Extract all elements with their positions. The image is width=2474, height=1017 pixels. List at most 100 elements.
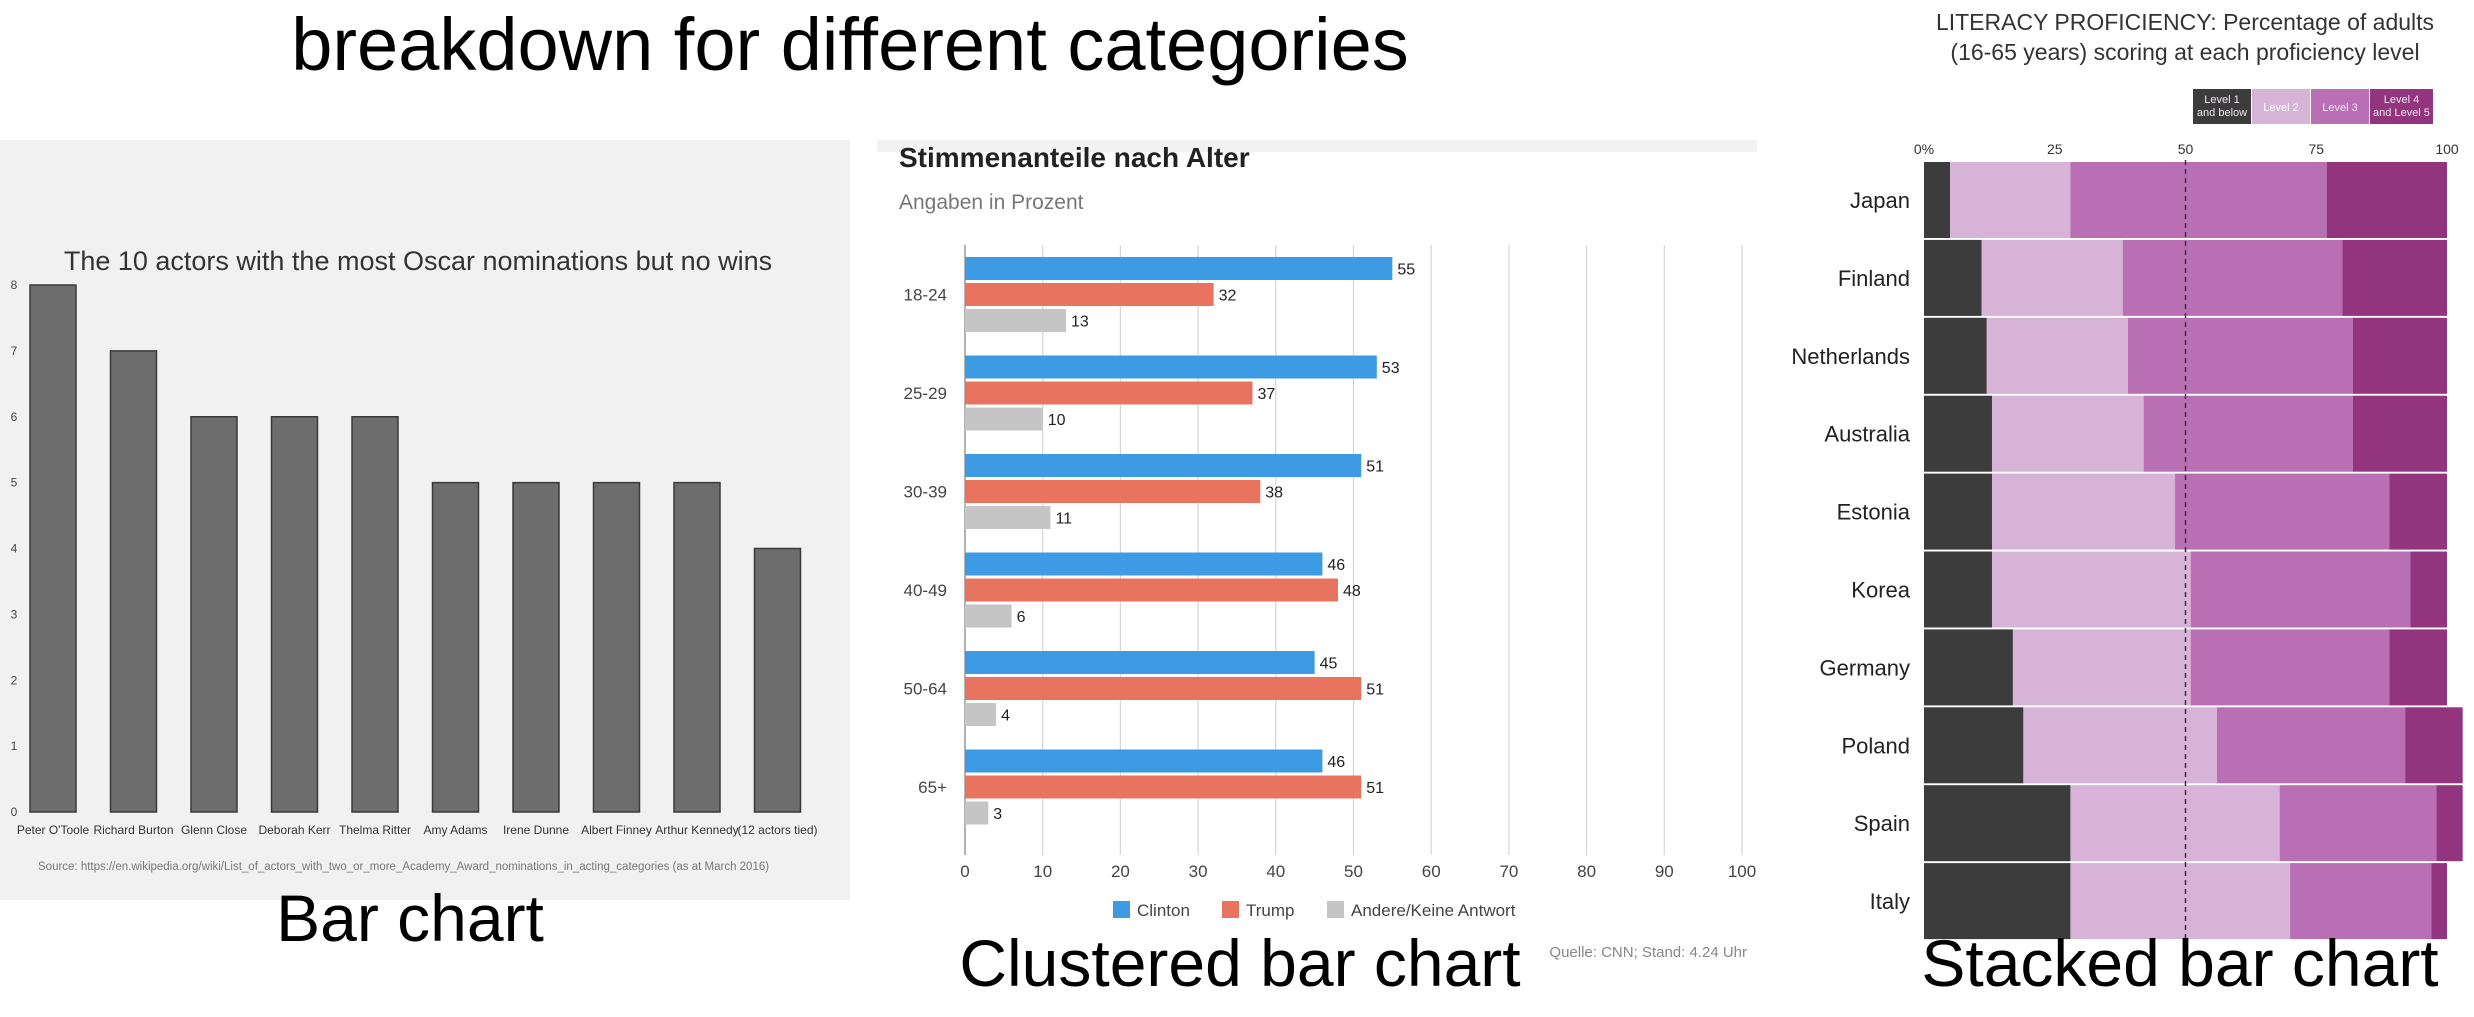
category-label: 65+ bbox=[918, 778, 947, 797]
y-tick-label: 3 bbox=[11, 607, 18, 621]
legend-swatch bbox=[1222, 901, 1239, 918]
age-vote-clustered-chart: Stimmenanteile nach Alter Angaben in Pro… bbox=[877, 140, 1757, 975]
legend-label: and below bbox=[2197, 107, 2247, 119]
x-tick-label: Arthur Kennedy bbox=[655, 823, 738, 837]
chart-title: Stimmenanteile nach Alter bbox=[899, 142, 1250, 173]
category-label: Spain bbox=[1854, 811, 1910, 836]
bar-segment bbox=[1986, 317, 2128, 394]
x-tick-label: 100 bbox=[1728, 862, 1756, 881]
bar-segment bbox=[2070, 785, 2280, 862]
bar bbox=[109, 350, 158, 813]
bar-segment bbox=[1924, 785, 2071, 862]
category-label: Japan bbox=[1850, 188, 1910, 213]
bar-segment bbox=[2352, 395, 2447, 472]
data-label: 55 bbox=[1397, 262, 1415, 279]
bar-segment bbox=[1924, 395, 1992, 472]
y-tick-label: 5 bbox=[11, 476, 18, 490]
bar-segment bbox=[2342, 239, 2447, 316]
bar-segment bbox=[1924, 317, 1987, 394]
bar-segment bbox=[2070, 162, 2327, 238]
data-label: 48 bbox=[1343, 583, 1361, 600]
category-label: 18-24 bbox=[904, 286, 947, 305]
category-label: Finland bbox=[1838, 266, 1910, 291]
data-label: 46 bbox=[1327, 754, 1345, 771]
bar-segment bbox=[2410, 551, 2447, 628]
bar bbox=[29, 284, 77, 813]
bar-segment bbox=[2127, 317, 2353, 394]
bar-segment bbox=[2352, 317, 2447, 394]
x-tick-label: 0% bbox=[1914, 141, 1934, 157]
page-title: breakdown for different categories bbox=[291, 3, 1409, 86]
bar-segment bbox=[2143, 395, 2353, 472]
legend-label: Clinton bbox=[1137, 901, 1190, 920]
x-tick-label: (12 actors tied) bbox=[737, 823, 817, 837]
x-tick-label: Richard Burton bbox=[93, 823, 173, 837]
category-label: 25-29 bbox=[904, 384, 947, 403]
bar bbox=[965, 578, 1338, 602]
bar bbox=[965, 604, 1012, 628]
x-tick-label: 40 bbox=[1266, 862, 1285, 881]
bar-segment bbox=[2279, 785, 2437, 862]
bar-segment bbox=[1924, 863, 2071, 940]
y-tick-label: 4 bbox=[11, 542, 18, 556]
chart-title-line-2: (16-65 years) scoring at each proficienc… bbox=[1950, 39, 2419, 65]
data-label: 51 bbox=[1366, 682, 1384, 699]
legend-swatch bbox=[2370, 89, 2433, 124]
bar-segment bbox=[1924, 162, 1951, 238]
bar bbox=[965, 552, 1323, 576]
legend-swatch bbox=[2193, 89, 2251, 124]
bar-segment bbox=[2431, 863, 2447, 940]
legend-swatch bbox=[2311, 89, 2369, 124]
x-tick-label: Irene Dunne bbox=[503, 823, 569, 837]
legend-label: Trump bbox=[1246, 901, 1295, 920]
caption-clustered-chart: Clustered bar chart bbox=[959, 926, 1521, 1000]
bar-segment bbox=[2190, 629, 2390, 706]
data-label: 38 bbox=[1265, 485, 1283, 502]
category-label: 40-49 bbox=[904, 581, 947, 600]
bar bbox=[965, 506, 1051, 529]
data-label: 4 bbox=[1001, 708, 1010, 725]
legend-label: and Level 5 bbox=[2373, 107, 2430, 119]
bar-segment bbox=[1991, 551, 2191, 628]
bar-segment bbox=[1924, 239, 1982, 316]
y-tick-label: 1 bbox=[11, 739, 18, 753]
bar-segment bbox=[1924, 473, 1992, 550]
data-label: 6 bbox=[1017, 609, 1026, 626]
bar-segment bbox=[2389, 629, 2447, 706]
x-tick-label: 25 bbox=[2047, 141, 2063, 157]
y-tick-label: 0 bbox=[11, 805, 18, 819]
chart-subtitle: Angaben in Prozent bbox=[899, 191, 1084, 214]
bar bbox=[965, 651, 1315, 674]
x-tick-label: 70 bbox=[1499, 862, 1518, 881]
bar bbox=[673, 481, 721, 813]
chart-title: The 10 actors with the most Oscar nomina… bbox=[64, 246, 772, 276]
x-tick-label: 60 bbox=[1422, 862, 1441, 881]
data-label: 37 bbox=[1257, 386, 1275, 403]
data-label: 10 bbox=[1048, 412, 1066, 429]
category-label: Korea bbox=[1851, 578, 1910, 603]
bar bbox=[965, 355, 1377, 379]
legend-swatch bbox=[2252, 89, 2310, 124]
data-label: 45 bbox=[1320, 656, 1338, 673]
x-tick-label: Deborah Kerr bbox=[258, 823, 330, 837]
legend-label: Level 2 bbox=[2263, 102, 2298, 114]
data-label: 46 bbox=[1327, 557, 1345, 574]
bar bbox=[965, 454, 1362, 477]
bar-segment bbox=[2122, 239, 2343, 316]
bar bbox=[190, 416, 238, 813]
category-label: Poland bbox=[1841, 733, 1910, 758]
x-tick-label: 0 bbox=[960, 862, 969, 881]
category-label: Netherlands bbox=[1791, 344, 1910, 369]
literacy-stacked-chart: LITERACY PROFICIENCY: Percentage of adul… bbox=[1780, 0, 2474, 940]
y-tick-label: 7 bbox=[11, 344, 18, 358]
bar bbox=[965, 283, 1214, 306]
y-tick-label: 8 bbox=[11, 278, 18, 292]
bar bbox=[512, 481, 560, 813]
bar-segment bbox=[2326, 162, 2447, 238]
bar-segment bbox=[1924, 707, 2024, 784]
caption-stacked-chart: Stacked bar chart bbox=[1921, 926, 2439, 1000]
bar-segment bbox=[2070, 863, 2291, 940]
data-label: 53 bbox=[1382, 360, 1400, 377]
data-label: 51 bbox=[1366, 459, 1384, 476]
bar bbox=[753, 547, 802, 813]
